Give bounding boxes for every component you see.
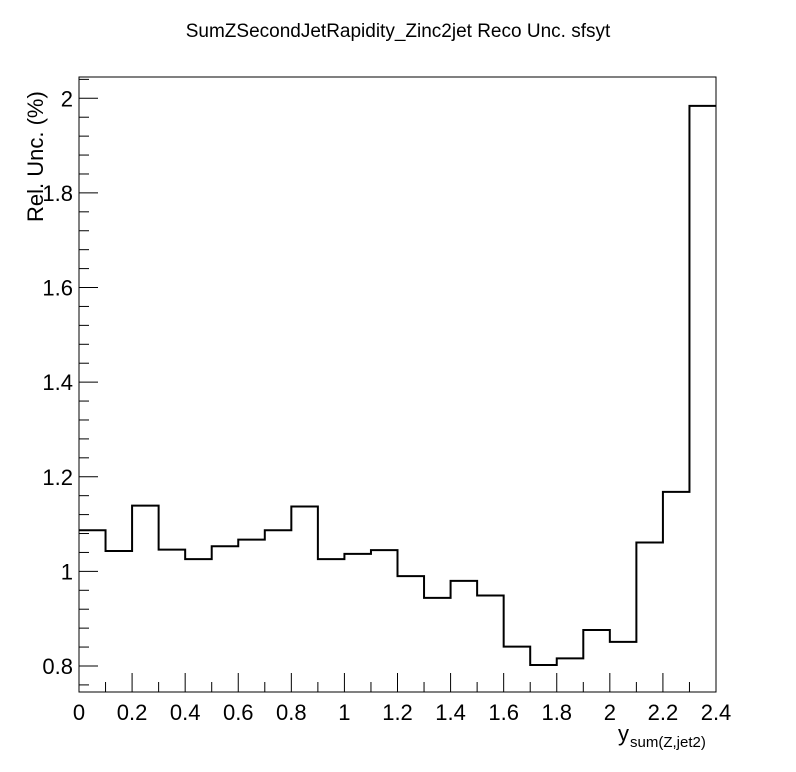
- x-tick-label: 0.4: [170, 700, 201, 725]
- x-tick-label: 1.2: [382, 700, 413, 725]
- x-tick-label: 2.4: [701, 700, 732, 725]
- x-tick-label: 1.6: [488, 700, 519, 725]
- x-axis-label-main: y: [618, 721, 629, 746]
- x-tick-label: 0.2: [117, 700, 148, 725]
- y-tick-label: 1.4: [42, 370, 73, 395]
- y-tick-label: 1: [61, 559, 73, 584]
- x-axis-tick-labels: 0 0.2 0.4 0.6 0.8 1 1.2 1.4 1.6 1.8 2 2.2 2.4: [73, 700, 731, 725]
- histogram-series-line: [79, 104, 716, 667]
- x-tick-label: 1.4: [435, 700, 466, 725]
- x-tick-label: 2.2: [648, 700, 679, 725]
- x-axis-label: ysum(Z,jet2): [618, 721, 706, 751]
- x-tick-label: 1.8: [541, 700, 572, 725]
- y-axis-label: Rel. Unc. (%): [23, 91, 48, 222]
- x-tick-label: 2: [604, 700, 616, 725]
- y-axis-tick-labels: 0.8 1 1.2 1.4 1.6 1.8 2: [42, 86, 73, 679]
- x-axis-label-subscript: sum(Z,jet2): [630, 734, 706, 751]
- x-tick-label: 1: [338, 700, 350, 725]
- chart-title: SumZSecondJetRapidity_Zinc2jet Reco Unc.…: [186, 21, 611, 42]
- y-tick-label: 1.8: [42, 181, 73, 206]
- y-tick-label: 1.2: [42, 465, 73, 490]
- y-tick-label: 1.6: [42, 276, 73, 301]
- x-axis-ticks: [78, 673, 717, 692]
- y-axis-ticks: [79, 78, 98, 686]
- plot-frame: [78, 76, 717, 693]
- x-tick-label: 0: [73, 700, 85, 725]
- y-tick-label: 0.8: [42, 654, 73, 679]
- y-tick-label: 2: [61, 86, 73, 111]
- x-tick-label: 0.8: [276, 700, 307, 725]
- x-tick-label: 0.6: [223, 700, 254, 725]
